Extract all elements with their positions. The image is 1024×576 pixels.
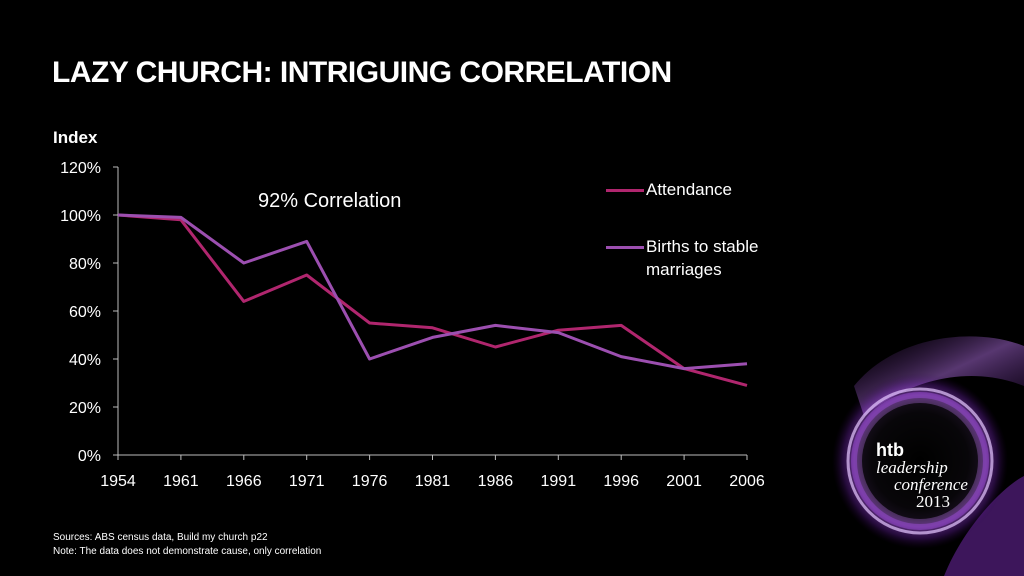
legend-label-attendance: Attendance: [646, 180, 733, 199]
legend-item-births: Births to stable marriages: [606, 235, 796, 281]
conference-logo-artwork: [832, 336, 1024, 576]
x-tick-label: 1996: [603, 473, 639, 490]
x-tick-label: 2006: [729, 473, 765, 490]
y-tick-label: 120%: [60, 160, 101, 177]
logo-year: 2013: [916, 492, 950, 511]
y-axis-title: Index: [53, 128, 98, 147]
footer-sources: Sources: ABS census data, Build my churc…: [53, 532, 268, 543]
legend-item-attendance: Attendance: [606, 178, 796, 201]
x-tick-label: 1976: [352, 473, 388, 490]
footer-note: Note: The data does not demonstrate caus…: [53, 546, 322, 557]
logo-htb: htb: [876, 440, 904, 460]
correlation-annotation: 92% Correlation: [258, 190, 402, 212]
y-tick-label: 60%: [69, 304, 101, 321]
footer-notes: Sources: ABS census data, Build my churc…: [53, 531, 321, 559]
y-tick-label: 40%: [69, 352, 101, 369]
x-tick-label: 1986: [478, 473, 514, 490]
legend-swatch-births: [606, 246, 644, 249]
legend-label-births: Births to stable marriages: [646, 237, 759, 279]
x-tick-label: 1961: [163, 473, 199, 490]
x-tick-label: 1971: [289, 473, 325, 490]
logo-conference: conference: [894, 475, 968, 494]
x-tick-label: 1991: [541, 473, 577, 490]
y-tick-label: 80%: [69, 256, 101, 273]
y-tick-label: 20%: [69, 400, 101, 417]
conference-logo-text: htb leadership conference 2013: [876, 440, 986, 511]
legend-swatch-attendance: [606, 189, 644, 192]
logo-leadership: leadership: [876, 458, 948, 477]
x-tick-label: 1954: [100, 473, 136, 490]
y-tick-label: 100%: [60, 208, 101, 225]
x-tick-label: 1966: [226, 473, 262, 490]
x-tick-label: 2001: [666, 473, 702, 490]
x-tick-label: 1981: [415, 473, 451, 490]
y-tick-label: 0%: [78, 448, 101, 465]
page-title: LAZY CHURCH: INTRIGUING CORRELATION: [52, 56, 672, 89]
